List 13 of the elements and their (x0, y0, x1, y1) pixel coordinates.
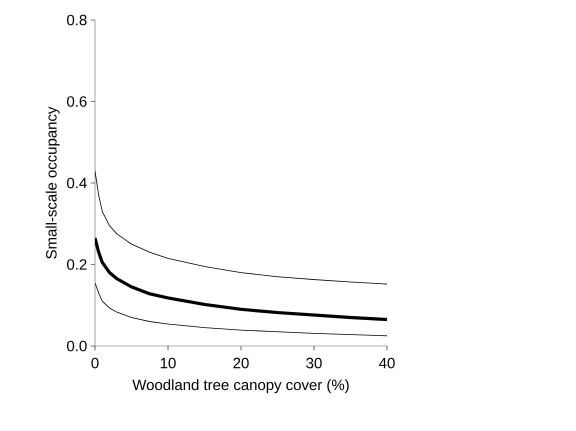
x-tick-label: 20 (233, 358, 249, 368)
y-axis-title: Small-scale occupancy (46, 106, 60, 259)
y-tick-label: 0.6 (67, 96, 87, 107)
x-axis-title: Woodland tree canopy cover (%) (132, 379, 349, 394)
x-tick-label: 30 (306, 358, 322, 368)
x-tick-label: 0 (91, 358, 99, 368)
y-tick-label: 0.4 (67, 178, 87, 188)
y-tick-label: 0.2 (67, 259, 86, 270)
x-tick-label: 10 (160, 358, 176, 368)
line-series (95, 170, 388, 284)
x-tick-label: 40 (379, 358, 395, 368)
y-tick-label: 0.8 (67, 14, 87, 26)
y-tick-label: 0.0 (67, 340, 87, 352)
